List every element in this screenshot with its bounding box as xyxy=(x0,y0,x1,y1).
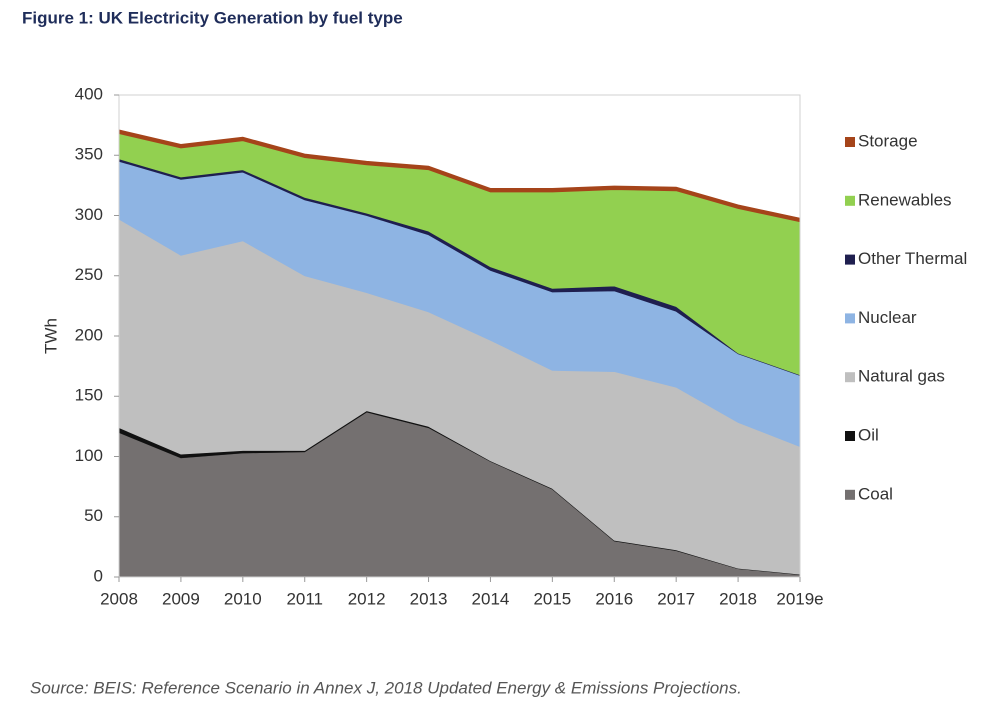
legend-swatch xyxy=(845,195,855,206)
legend-swatch xyxy=(845,489,855,500)
y-tick-label: 250 xyxy=(75,265,103,284)
legend-label: Other Thermal xyxy=(858,249,967,268)
legend-swatch xyxy=(845,137,855,147)
chart-title: Figure 1: UK Electricity Generation by f… xyxy=(22,8,403,27)
legend-label: Renewables xyxy=(858,190,952,209)
x-tick-label: 2017 xyxy=(657,589,695,608)
y-tick-label: 100 xyxy=(75,446,103,465)
y-tick-label: 150 xyxy=(75,386,103,405)
y-tick-label: 300 xyxy=(75,205,103,224)
x-tick-label: 2011 xyxy=(286,589,323,608)
x-tick-label: 2009 xyxy=(162,589,200,608)
x-tick-label: 2019e xyxy=(776,589,823,608)
x-tick-label: 2018 xyxy=(719,589,757,608)
x-tick-label: 2013 xyxy=(410,589,448,608)
x-tick-label: 2010 xyxy=(224,589,262,608)
x-tick-label: 2015 xyxy=(533,589,571,608)
legend-swatch xyxy=(845,431,855,441)
y-tick-label: 50 xyxy=(84,506,103,525)
legend-swatch xyxy=(845,372,855,383)
y-tick-label: 400 xyxy=(75,84,103,103)
legend-label: Nuclear xyxy=(858,308,917,327)
legend-label: Natural gas xyxy=(858,367,945,386)
y-tick-label: 0 xyxy=(94,566,103,585)
legend-label: Storage xyxy=(858,131,918,150)
x-tick-label: 2016 xyxy=(595,589,633,608)
x-tick-label: 2008 xyxy=(100,589,138,608)
source-note: Source: BEIS: Reference Scenario in Anne… xyxy=(30,678,742,697)
y-axis-label: TWh xyxy=(41,318,60,354)
y-tick-label: 200 xyxy=(75,325,103,344)
x-tick-label: 2014 xyxy=(472,589,510,608)
x-tick-label: 2012 xyxy=(348,589,386,608)
legend-swatch xyxy=(845,313,855,324)
legend-label: Oil xyxy=(858,425,879,444)
legend-swatch xyxy=(845,254,855,265)
legend-label: Coal xyxy=(858,484,893,503)
y-tick-label: 350 xyxy=(75,145,103,164)
